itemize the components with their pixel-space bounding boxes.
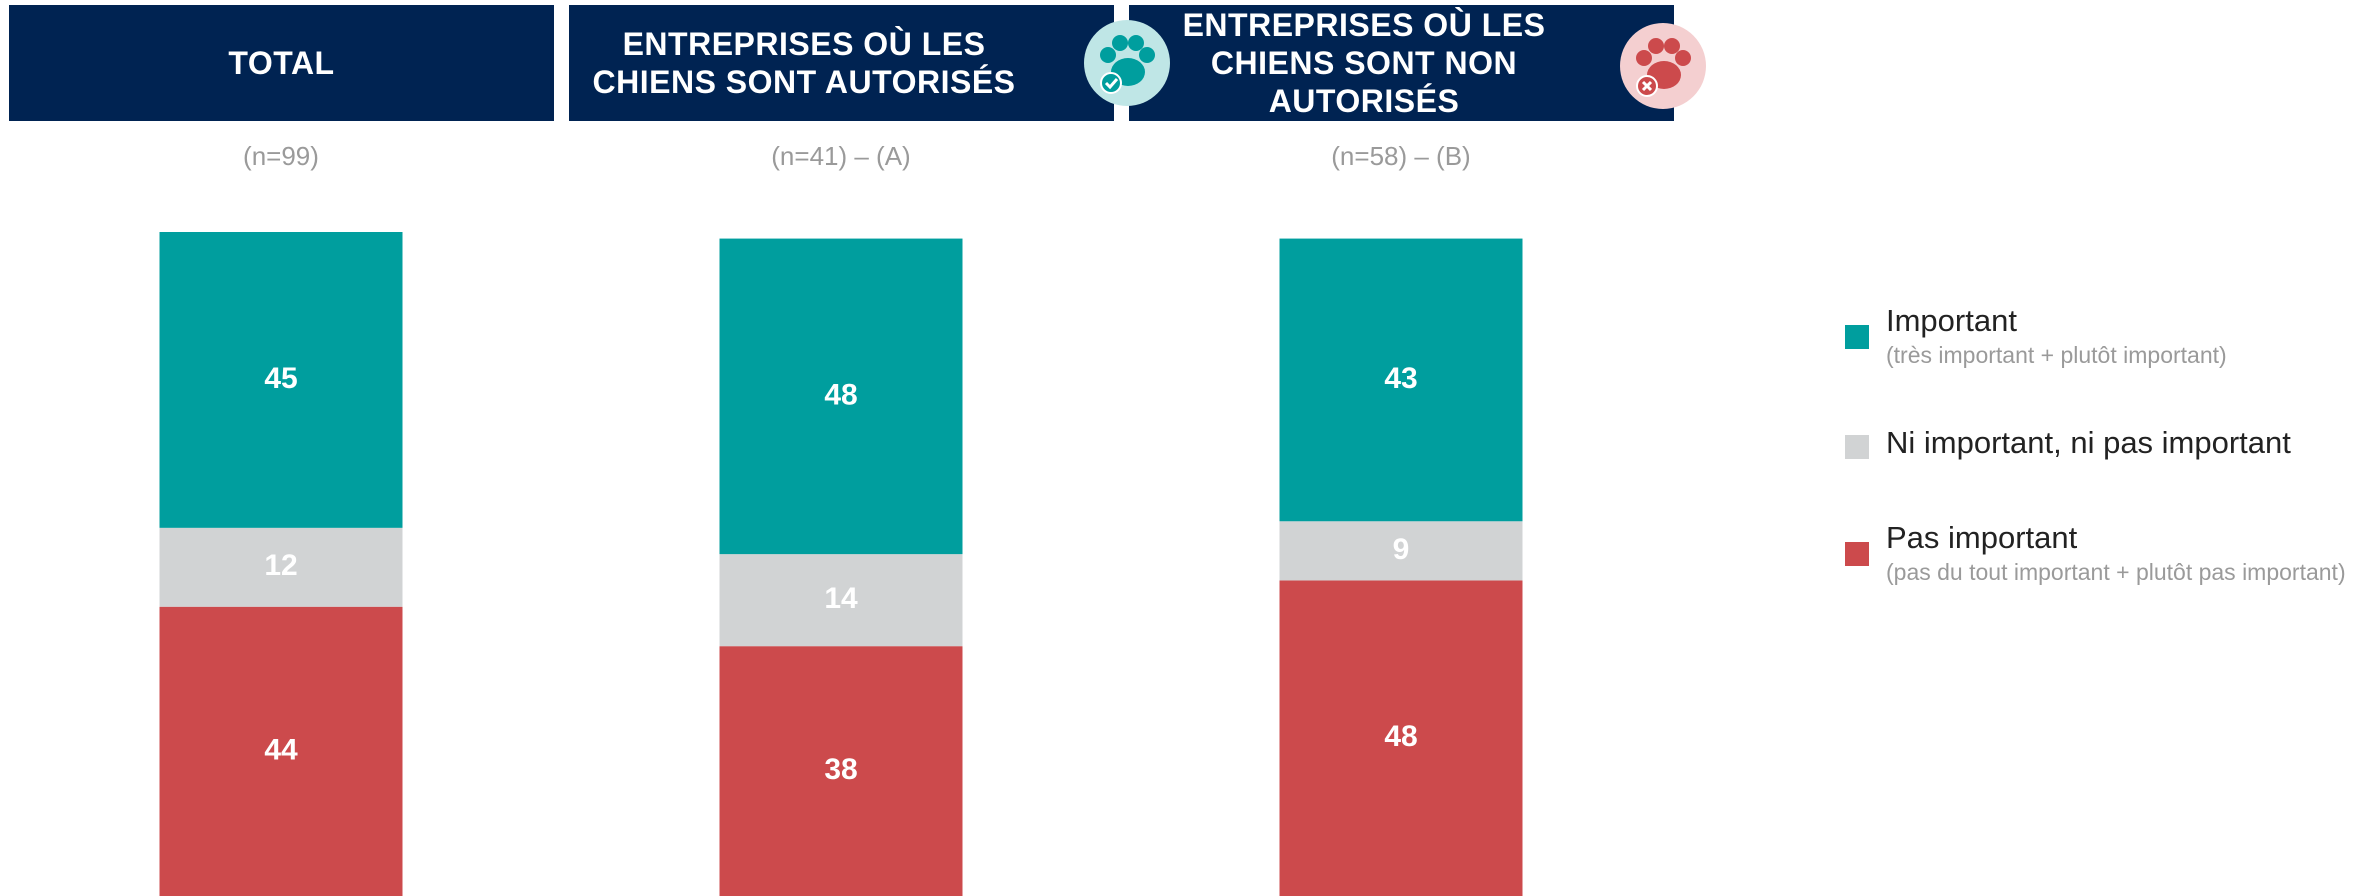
- value-label: 38: [824, 753, 857, 786]
- bar-segment: [1279, 238, 1523, 522]
- value-label: 44: [264, 733, 298, 766]
- value-label: 12: [264, 549, 297, 582]
- bar-segment: [719, 238, 963, 555]
- icon-forbidden: [1620, 23, 1706, 109]
- bar-segment: [159, 606, 403, 896]
- value-label: 14: [824, 582, 858, 615]
- legend-description: (très important + plutôt important): [1886, 342, 2227, 368]
- column-header: ENTREPRISES OÙ LES CHIENS SONT NON AUTOR…: [1129, 5, 1674, 121]
- legend-swatch: [1845, 325, 1869, 349]
- bar-segment: [1279, 580, 1523, 896]
- column-header: ENTREPRISES OÙ LES CHIENS SONT AUTORISÉS: [569, 5, 1114, 121]
- bar-segment: [159, 527, 403, 607]
- sample-label: (n=99): [243, 141, 319, 171]
- legend-description: (pas du tout important + plutôt pas impo…: [1886, 559, 2346, 585]
- icon-allowed: [1084, 20, 1170, 106]
- value-label: 43: [1384, 362, 1417, 395]
- legend-label: Pas important: [1886, 520, 2078, 555]
- bar-segment: [159, 232, 403, 528]
- value-label: 9: [1393, 533, 1410, 566]
- legend-label: Important: [1886, 303, 2017, 338]
- value-label: 48: [1384, 720, 1417, 753]
- legend-label: Ni important, ni pas important: [1886, 425, 2291, 460]
- value-label: 45: [264, 362, 297, 395]
- value-label: 48: [824, 378, 857, 411]
- bar-segment: [719, 646, 963, 896]
- sample-label: (n=58) – (B): [1331, 141, 1470, 171]
- legend-swatch: [1845, 435, 1869, 459]
- column-header: TOTAL: [9, 5, 554, 121]
- bar-segment: [1279, 521, 1523, 581]
- sample-label: (n=41) – (A): [771, 141, 910, 171]
- legend-swatch: [1845, 542, 1869, 566]
- bar-segment: [719, 554, 963, 647]
